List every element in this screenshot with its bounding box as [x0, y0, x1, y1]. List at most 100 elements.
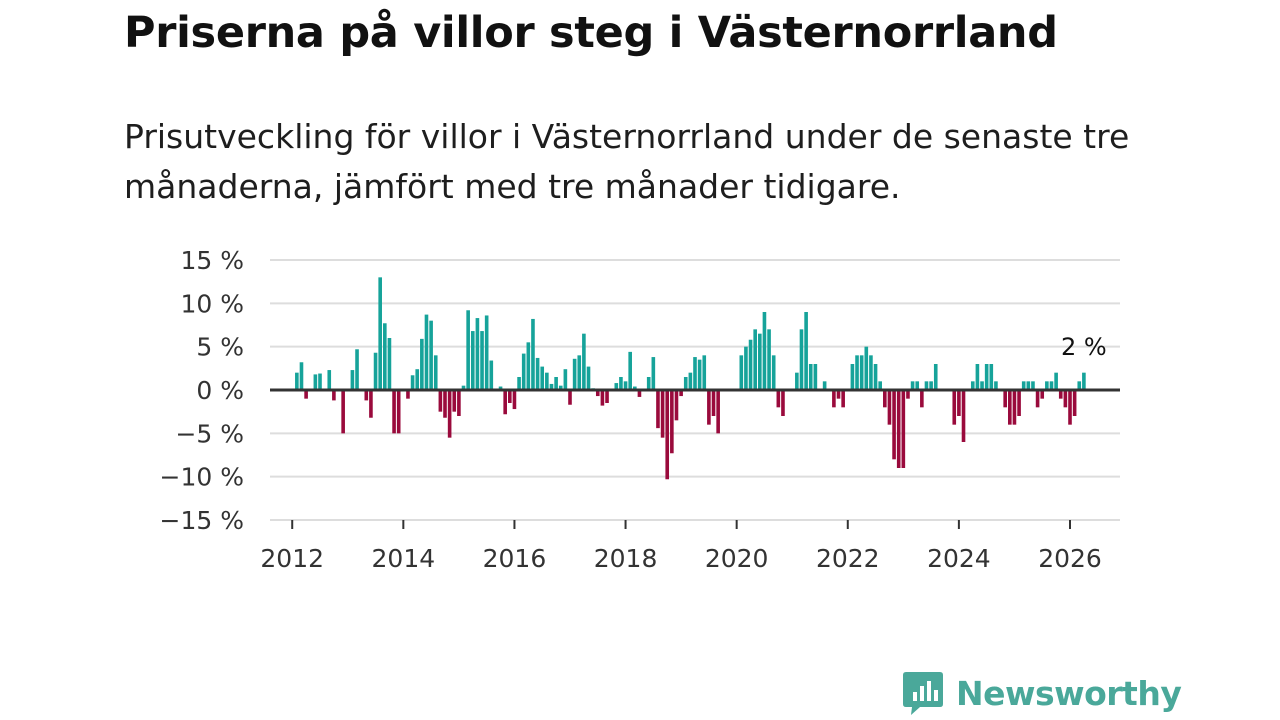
bar [563, 369, 568, 390]
bar [392, 390, 396, 434]
bar [813, 364, 818, 390]
bar [688, 372, 693, 390]
x-tick-label: 2022 [816, 544, 880, 573]
bar [623, 381, 628, 390]
bar [1008, 390, 1012, 425]
bar [674, 390, 679, 421]
bar [970, 381, 975, 390]
bar [383, 323, 387, 390]
bar [582, 333, 586, 390]
bar [679, 390, 683, 397]
bar [762, 312, 767, 390]
y-tick-label: 15 % [180, 246, 244, 275]
bar [466, 310, 470, 390]
bar [994, 381, 998, 390]
bar [1017, 390, 1021, 416]
bar [605, 390, 609, 403]
bar [508, 390, 512, 403]
bar [804, 312, 808, 390]
bar [984, 364, 989, 390]
bar-chart: 15 %10 %5 %0 %−5 %−10 %−15 % 2012 2014 201… [160, 246, 1120, 573]
bar [637, 390, 642, 397]
bar [859, 355, 864, 390]
bar [901, 390, 906, 468]
bar [864, 346, 869, 390]
y-axis-labels: 15 % 10 % 5 % 0 % −5 % −10 % −15 % [160, 246, 244, 535]
bar [554, 377, 558, 390]
bar [600, 390, 605, 406]
bar [484, 315, 489, 390]
bar [452, 390, 457, 412]
bar [341, 390, 345, 434]
bar [697, 359, 702, 390]
bar [503, 390, 507, 415]
bar [332, 390, 336, 401]
bar [832, 390, 836, 408]
y-tick-label: 5 % [196, 333, 244, 362]
bar [568, 390, 572, 405]
bar [753, 329, 757, 390]
x-tick-label: 2016 [483, 544, 547, 573]
bar [373, 352, 378, 390]
bar [748, 339, 753, 390]
bar [841, 390, 845, 408]
bar [433, 355, 438, 390]
bar [535, 357, 540, 390]
bar [475, 318, 480, 390]
bar [957, 390, 961, 416]
bar [878, 381, 882, 390]
y-tick-label: −15 % [160, 506, 244, 535]
bar [683, 377, 688, 390]
bar [707, 390, 711, 425]
bar [855, 355, 859, 390]
bar [327, 370, 332, 390]
bar [540, 366, 545, 390]
x-tick-label: 2026 [1038, 544, 1102, 573]
bar [665, 390, 670, 480]
bar [795, 372, 799, 390]
bar [410, 375, 415, 390]
bar [1035, 390, 1040, 408]
bar [299, 362, 304, 390]
bar [521, 353, 526, 390]
bar [429, 320, 433, 390]
y-tick-label: −10 % [160, 463, 244, 492]
bar [545, 372, 549, 390]
bar [1021, 381, 1026, 390]
x-tick-label: 2024 [927, 544, 991, 573]
bar [1072, 390, 1077, 416]
bar [1012, 390, 1017, 425]
bar [660, 390, 665, 438]
bar [1063, 390, 1068, 408]
bar [558, 385, 563, 390]
bar [595, 390, 600, 397]
bar [883, 390, 887, 408]
bar [744, 346, 748, 390]
newsworthy-logo-icon [903, 672, 943, 715]
bar [498, 386, 503, 390]
bar [1040, 390, 1045, 399]
bar [758, 333, 762, 390]
bar [406, 390, 410, 399]
bar [808, 364, 813, 390]
bar [906, 390, 910, 399]
x-tick-label: 2014 [372, 544, 436, 573]
bar [656, 390, 660, 429]
bar [517, 377, 521, 390]
x-tick-label: 2020 [705, 544, 769, 573]
bar [822, 381, 827, 390]
bar [1082, 372, 1086, 390]
bar [739, 355, 744, 390]
bar [572, 358, 577, 390]
bar [396, 390, 401, 434]
bar [910, 381, 915, 390]
bar [447, 390, 452, 438]
bar [952, 390, 957, 425]
bar [586, 366, 591, 390]
bar [933, 364, 938, 390]
bar [531, 318, 535, 390]
bar [915, 381, 920, 390]
bar [776, 390, 781, 408]
bar [318, 373, 322, 390]
bar [304, 390, 308, 399]
